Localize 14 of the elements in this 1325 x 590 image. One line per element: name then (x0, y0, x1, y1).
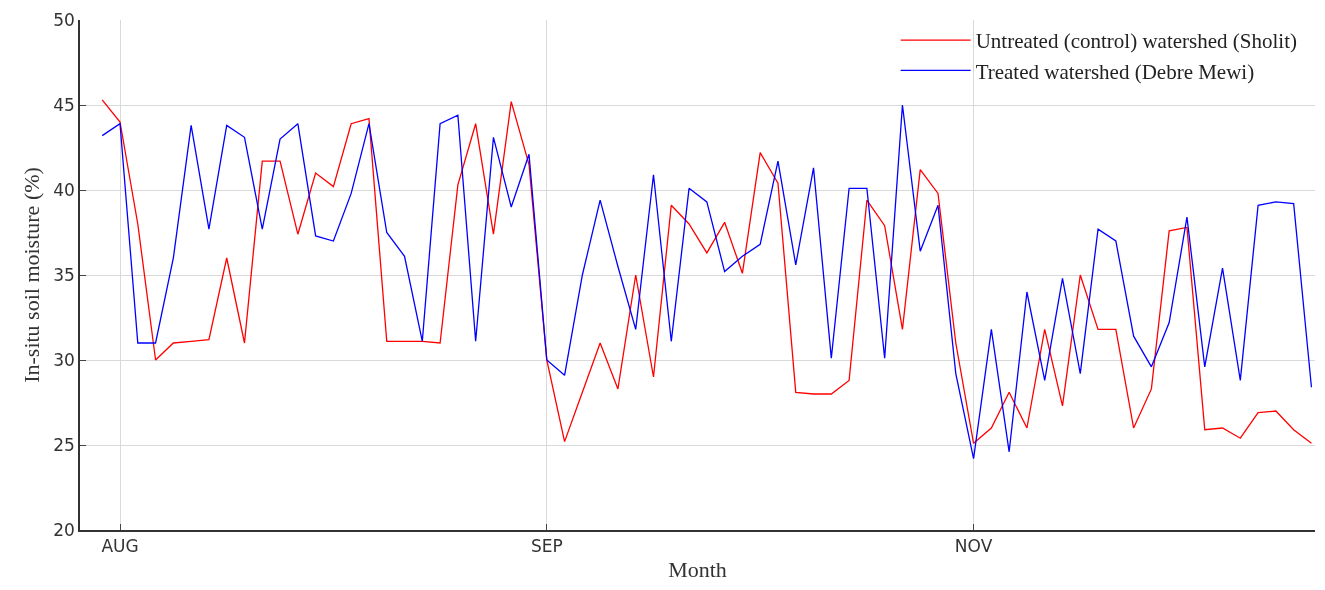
y-tick-label: 30 (53, 349, 75, 370)
x-axis-title: Month (668, 556, 727, 582)
legend-label: Untreated (control) watershed (Sholit) (975, 29, 1297, 54)
y-tick-label: 40 (53, 179, 75, 200)
y-tick-label: 25 (53, 434, 75, 455)
x-tick-label: SEP (530, 536, 563, 557)
y-tick-label: 45 (53, 94, 75, 115)
y-tick-label: 20 (53, 519, 75, 540)
y-axis-title: In-situ soil moisture (%) (18, 167, 44, 383)
y-tick-label: 50 (53, 9, 75, 30)
x-tick-label: AUG (101, 536, 139, 557)
legend-label: Treated watershed (Debre Mewi) (975, 59, 1255, 84)
y-tick-label: 35 (53, 264, 75, 285)
x-tick-label: NOV (954, 536, 993, 557)
